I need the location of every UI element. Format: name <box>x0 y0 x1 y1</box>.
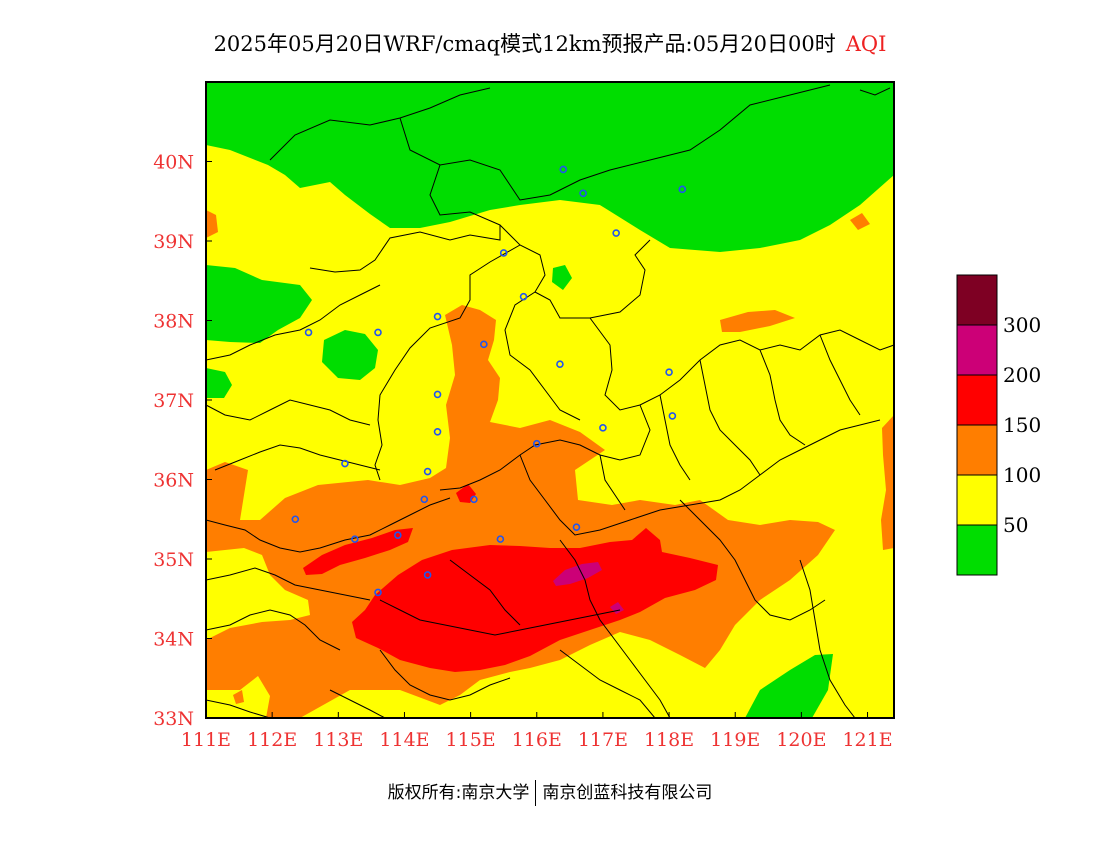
lat-tick-label: 34N <box>153 629 194 651</box>
station-marker <box>423 467 432 476</box>
aqi-colorbar: 50 100 150 200 300 <box>956 274 1041 576</box>
aqi-field <box>206 82 894 718</box>
station-marker <box>341 459 349 468</box>
copyright-company: 南京创蓝科技有限公司 <box>542 783 713 803</box>
lon-tick-label: 121E <box>842 729 892 751</box>
aqi-sensitive-west-edge <box>206 210 218 238</box>
lat-tick-label: 37N <box>153 390 194 412</box>
station-marker <box>665 368 673 376</box>
station-marker <box>374 588 382 597</box>
lat-tick-label: 35N <box>153 549 194 571</box>
station-marker <box>470 495 478 504</box>
aqi-unhealthy-main <box>352 528 718 672</box>
station-marker <box>612 229 620 237</box>
colorbar-segment <box>956 424 998 476</box>
aqi-sensitive-east-edge <box>881 415 894 550</box>
station-marker <box>579 189 587 198</box>
lon-tick-label: 113E <box>313 729 363 751</box>
station-marker <box>433 312 442 321</box>
lat-tick-label: 40N <box>153 152 194 174</box>
station-marker <box>433 427 442 436</box>
station-marker <box>291 515 300 524</box>
colorbar-segment <box>956 374 998 426</box>
colorbar-label: 100 <box>1003 463 1041 487</box>
title-text: 2025年05月20日WRF/cmaq模式12km预报产品:05月20日00时 <box>213 32 836 56</box>
map-title: 2025年05月20日WRF/cmaq模式12km预报产品:05月20日00时 A… <box>0 28 1100 58</box>
station-marker <box>599 424 607 432</box>
colorbar-segment <box>956 474 998 526</box>
lon-tick-label: 112E <box>247 729 297 751</box>
lat-tick-label: 33N <box>153 708 194 730</box>
aqi-good-west <box>206 265 312 343</box>
colorbar-label: 300 <box>1003 313 1041 337</box>
station-marker <box>374 328 382 337</box>
copyright-owner: 版权所有:南京大学 <box>387 783 530 803</box>
lon-tick-label: 120E <box>776 729 826 751</box>
colorbar-label: 50 <box>1003 513 1028 537</box>
lat-tick-label: 38N <box>153 311 194 333</box>
aqi-sensitive-east-strip <box>720 310 795 332</box>
station-marker <box>394 531 402 539</box>
station-markers <box>291 165 687 597</box>
station-marker <box>480 340 488 349</box>
aqi-good-northeast-spur <box>600 196 720 248</box>
station-marker <box>532 439 541 448</box>
station-marker <box>499 249 508 257</box>
station-marker <box>433 390 442 399</box>
lon-tick-label: 115E <box>446 729 496 751</box>
station-marker <box>304 328 313 337</box>
colorbar-segment <box>956 524 998 576</box>
lat-tick-label: 36N <box>153 470 194 492</box>
station-marker <box>420 495 429 504</box>
boundary-lines <box>206 84 894 718</box>
colorbar-label: 150 <box>1003 413 1041 437</box>
lat-tick-label: 39N <box>153 231 194 253</box>
copyright-footer: 版权所有:南京大学 南京创蓝科技有限公司 <box>0 778 1100 806</box>
aqi-good-southeast <box>745 654 833 718</box>
lon-tick-label: 117E <box>578 729 628 751</box>
aqi-very-unhealthy-spot-1 <box>553 562 602 586</box>
lon-tick-label: 111E <box>181 729 231 751</box>
lon-tick-label: 119E <box>710 729 760 751</box>
lon-tick-label: 114E <box>379 729 429 751</box>
aqi-unhealthy-northwest-band <box>303 528 413 575</box>
colorbar-segment <box>956 274 998 326</box>
station-marker <box>559 165 568 174</box>
station-marker <box>519 292 528 301</box>
colorbar-segment <box>956 324 998 376</box>
station-marker <box>678 185 687 194</box>
copyright-separator <box>535 780 537 806</box>
aqi-sensitive-small-dot-2 <box>233 690 244 704</box>
aqi-good-central-blob <box>322 330 378 380</box>
station-marker <box>668 412 677 420</box>
station-marker <box>351 535 359 543</box>
aqi-sensitive-north-tongue <box>445 305 500 422</box>
station-marker <box>572 523 581 532</box>
longitude-axis: 111E 112E 113E 114E 115E 116E 117E 118E 119E 120E… <box>181 712 893 751</box>
aqi-good-small-patch <box>552 265 572 290</box>
aqi-good-west-small <box>206 368 232 398</box>
station-marker <box>496 535 505 543</box>
station-marker <box>423 571 432 579</box>
aqi-good-north <box>206 82 894 252</box>
colorbar-label: 200 <box>1003 363 1041 387</box>
lon-tick-label: 118E <box>644 729 694 751</box>
station-marker <box>556 360 564 369</box>
aqi-sensitive-small-dot-1 <box>850 213 870 230</box>
variable-label: AQI <box>845 32 887 56</box>
lon-tick-label: 116E <box>512 729 562 751</box>
latitude-axis: 33N 34N 35N 36N 37N 38N 39N 40N <box>153 152 212 730</box>
